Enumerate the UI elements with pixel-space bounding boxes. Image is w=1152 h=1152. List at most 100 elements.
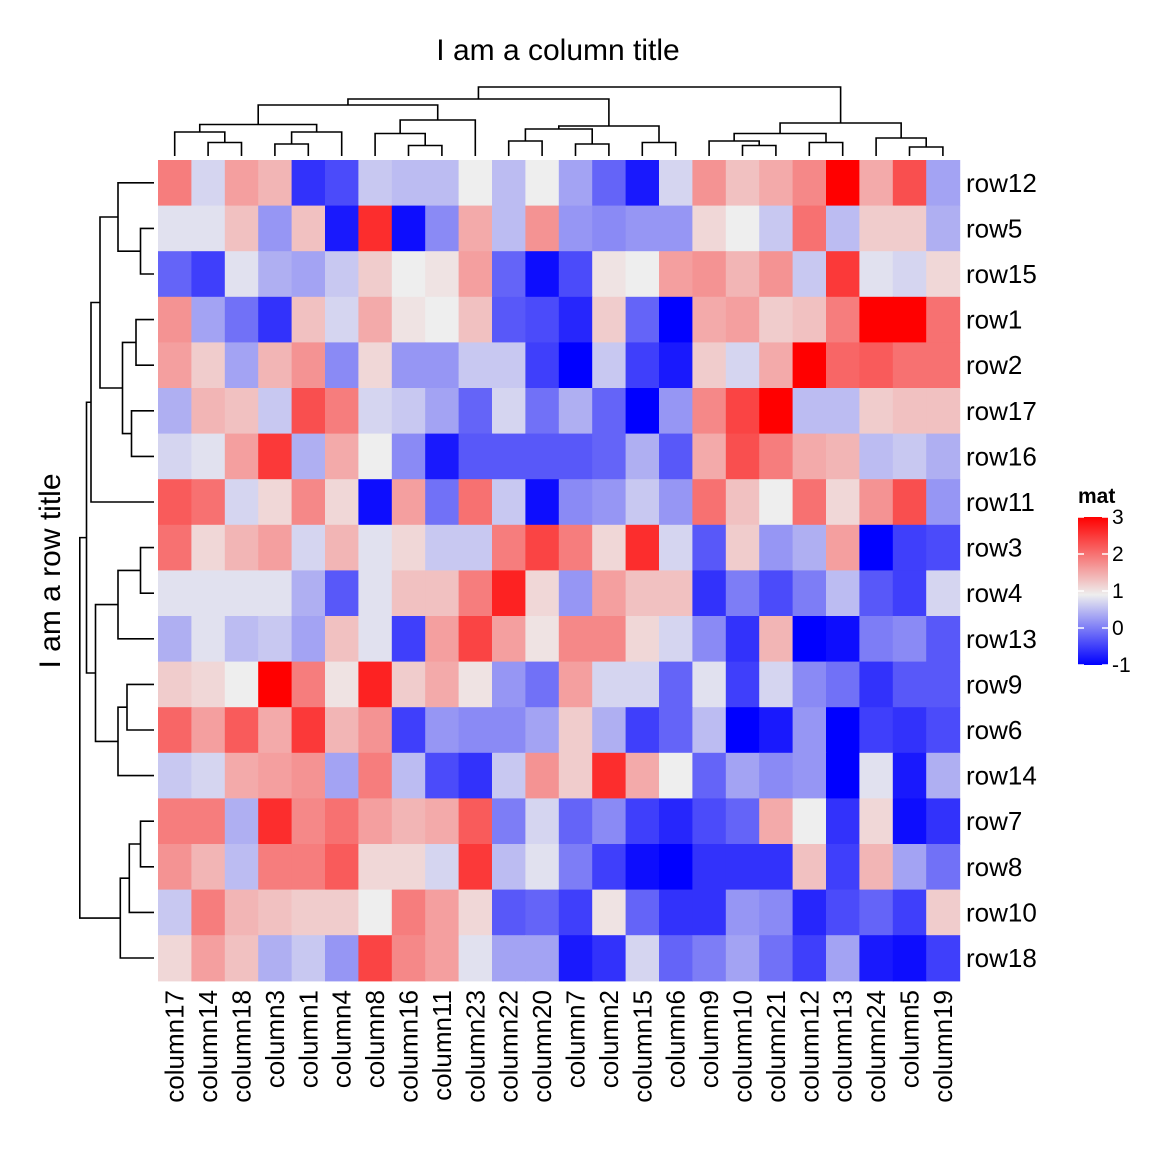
heatmap-cell [826,251,860,298]
heatmap-cell [224,433,259,480]
heatmap-cell [224,342,259,389]
heatmap-cell [425,205,460,252]
column-label: column12 [794,990,824,1103]
heatmap-cell [425,524,460,571]
row-label: row17 [966,396,1037,426]
heatmap-cell [692,570,727,617]
heatmap-cell [525,570,560,617]
heatmap-cell [158,296,192,343]
heatmap-cell [826,752,860,799]
heatmap-cell [191,844,226,891]
heatmap-cell [926,251,961,298]
heatmap-cell [558,844,593,891]
column-label: column11 [427,990,457,1101]
heatmap-cell [659,570,693,617]
heatmap-cell [792,752,827,799]
heatmap-cell [391,524,426,571]
heatmap-cell [391,205,426,252]
heatmap-cell [926,160,961,207]
heatmap-cell [926,844,961,891]
heatmap-cell [859,251,894,298]
row-label: row7 [966,806,1022,836]
heatmap-cell [558,798,593,845]
column-label: column13 [828,990,858,1103]
heatmap-cell [291,479,326,526]
heatmap-cell [926,205,961,252]
heatmap-cell [458,296,493,343]
legend-tick-label: 3 [1112,506,1124,529]
heatmap-cell [892,479,927,526]
heatmap-cell [525,160,560,207]
heatmap-cell [458,433,493,480]
heatmap-cell [325,935,359,982]
heatmap-cell [191,935,226,982]
heatmap-cell [291,342,326,389]
heatmap-cell [258,798,293,845]
heatmap-cell [826,616,860,663]
heatmap-cell [659,342,693,389]
heatmap-cell [826,296,860,343]
heatmap-cell [558,707,593,754]
row-label: row3 [966,533,1022,563]
heatmap-cell [391,752,426,799]
heatmap-cell [525,752,560,799]
heatmap-cell [625,889,660,936]
heatmap-cell [525,251,560,298]
heatmap-cell [926,935,961,982]
heatmap-cell [625,616,660,663]
row-dendrogram [79,182,154,959]
heatmap-cell [158,935,192,982]
heatmap-cell [525,205,560,252]
heatmap-cell [826,661,860,708]
heatmap-cell [892,935,927,982]
heatmap-cell [592,524,627,571]
heatmap-cell [224,616,259,663]
heatmap-cell [391,570,426,617]
heatmap-cell [258,433,293,480]
heatmap-cell [859,160,894,207]
heatmap-cell [826,889,860,936]
column-label: column1 [293,990,323,1088]
heatmap-cell [859,524,894,571]
heatmap-cell [892,524,927,571]
column-label: column17 [160,990,190,1103]
heatmap-cell [792,524,827,571]
heatmap-cell [325,616,359,663]
column-label: column23 [460,990,490,1103]
column-label: column14 [193,990,223,1103]
heatmap-cell [224,388,259,435]
heatmap-cell [659,524,693,571]
heatmap-cell [892,251,927,298]
heatmap-cell [425,342,460,389]
heatmap-cell [725,889,760,936]
heatmap-cell [759,205,794,252]
heatmap-cell [892,570,927,617]
dendrogram-branch [207,141,243,156]
heatmap-cell [291,251,326,298]
heatmap-cell [458,935,493,982]
heatmap-cell [659,844,693,891]
heatmap-cell [725,570,760,617]
heatmap-cell [525,844,560,891]
heatmap-cell [291,707,326,754]
heatmap-cell [458,616,493,663]
heatmap-cell [792,205,827,252]
dendrogram-branch [507,140,543,156]
heatmap-cell [792,844,827,891]
heatmap-cell [158,433,192,480]
heatmap-cell [291,524,326,571]
heatmap-cell [725,251,760,298]
heatmap-cell [725,707,760,754]
heatmap-cell [258,160,293,207]
dendrogram-branch [128,843,154,914]
heatmap-cell [258,388,293,435]
heatmap-cell [458,160,493,207]
heatmap-cell [258,661,293,708]
heatmap-cell [458,570,493,617]
heatmap-cell [425,570,460,617]
column-label: column5 [895,990,925,1088]
legend-tick-label: 1 [1112,580,1124,603]
heatmap-cell [158,160,192,207]
heatmap-cell [158,479,192,526]
heatmap-cell [191,752,226,799]
